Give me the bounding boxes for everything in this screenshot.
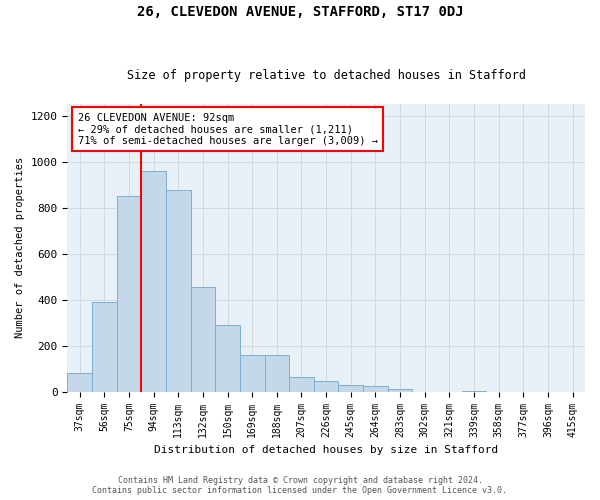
Bar — [141, 170, 166, 392]
Bar — [116, 196, 141, 392]
Bar — [289, 376, 314, 392]
Bar — [462, 390, 487, 392]
Text: 26, CLEVEDON AVENUE, STAFFORD, ST17 0DJ: 26, CLEVEDON AVENUE, STAFFORD, ST17 0DJ — [137, 5, 463, 19]
Bar — [166, 190, 191, 392]
Bar — [240, 355, 265, 392]
Bar — [191, 287, 215, 392]
Y-axis label: Number of detached properties: Number of detached properties — [15, 157, 25, 338]
Text: 26 CLEVEDON AVENUE: 92sqm
← 29% of detached houses are smaller (1,211)
71% of se: 26 CLEVEDON AVENUE: 92sqm ← 29% of detac… — [77, 112, 377, 146]
Bar — [92, 302, 116, 392]
Text: Contains HM Land Registry data © Crown copyright and database right 2024.
Contai: Contains HM Land Registry data © Crown c… — [92, 476, 508, 495]
Bar — [363, 386, 388, 392]
Bar — [265, 355, 289, 392]
X-axis label: Distribution of detached houses by size in Stafford: Distribution of detached houses by size … — [154, 445, 498, 455]
Bar — [338, 385, 363, 392]
Bar — [314, 382, 338, 392]
Title: Size of property relative to detached houses in Stafford: Size of property relative to detached ho… — [127, 69, 526, 82]
Bar — [388, 390, 412, 392]
Bar — [215, 325, 240, 392]
Bar — [67, 374, 92, 392]
